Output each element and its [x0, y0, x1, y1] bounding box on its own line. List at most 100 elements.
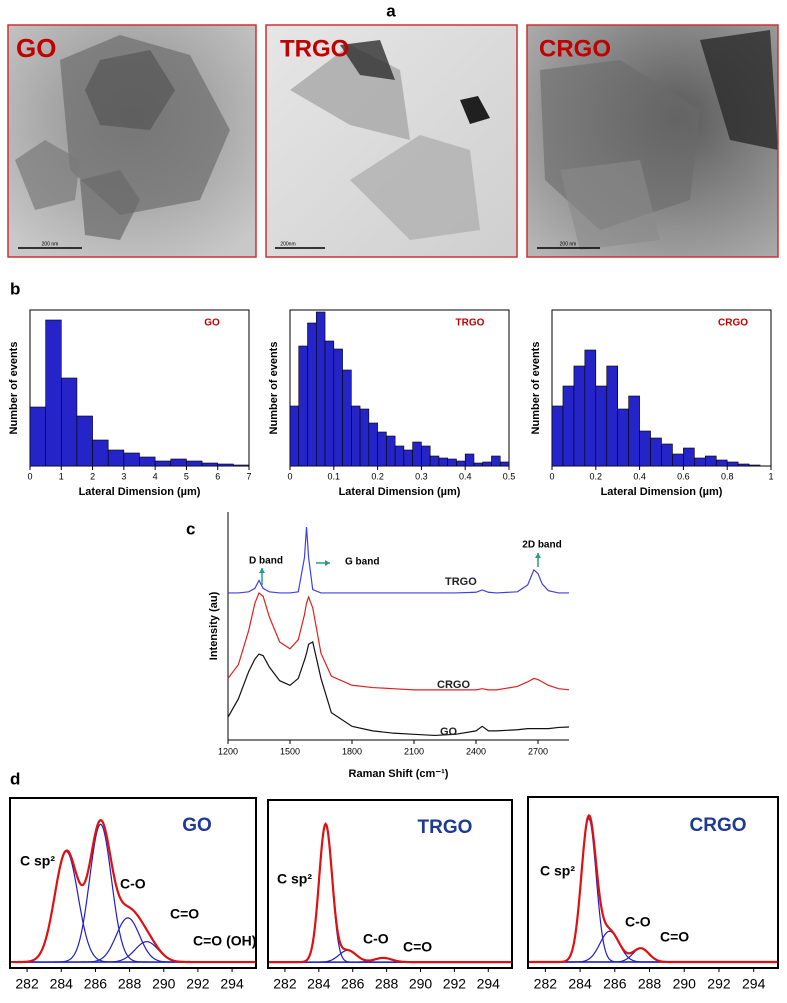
bar	[661, 443, 673, 467]
bar	[307, 322, 317, 467]
x-tick-label: 284	[50, 976, 74, 992]
arrow-head	[535, 553, 541, 558]
bar	[107, 449, 125, 467]
bar	[737, 463, 750, 467]
tem-image: GO 200 nm	[7, 24, 257, 258]
annotation: G band	[345, 557, 379, 568]
peak-label: C-O	[625, 914, 651, 930]
component-peak	[268, 823, 512, 963]
spectrum-line	[227, 641, 570, 737]
x-tick-label: 282	[273, 976, 297, 992]
peak-label: C-O	[120, 876, 146, 892]
scale-bar: 200 nm	[560, 241, 577, 247]
annotation: D band	[249, 556, 283, 567]
panel-label: d	[10, 769, 20, 788]
x-tick-label: 294	[477, 976, 501, 992]
scale-bar: 200nm	[280, 241, 295, 247]
peak-label: C=O (OH)	[193, 933, 256, 949]
spectrum-line	[227, 591, 570, 691]
bar	[289, 405, 300, 467]
bar	[333, 348, 343, 467]
y-axis-label: Number of events	[268, 342, 280, 435]
y-axis-label: Number of events	[8, 342, 20, 435]
bar	[45, 319, 62, 467]
arrow-head	[325, 560, 330, 566]
bar	[573, 365, 586, 467]
x-tick-label: 1200	[218, 746, 238, 756]
x-tick-label: 0.4	[633, 471, 646, 481]
x-tick-label: 284	[568, 976, 592, 992]
x-tick-label: 7	[246, 471, 251, 481]
x-tick-label: 286	[603, 976, 627, 992]
x-tick-label: 0	[287, 471, 292, 481]
bar	[403, 449, 413, 467]
x-tick-label: 2700	[528, 746, 548, 756]
bar	[386, 435, 396, 467]
x-tick-label: 1500	[280, 746, 300, 756]
chart-label: GO	[204, 318, 220, 329]
x-tick-label: 290	[673, 976, 697, 992]
x-tick-label: 282	[534, 976, 558, 992]
bar	[368, 422, 378, 467]
bar	[233, 464, 250, 467]
bar	[394, 445, 405, 467]
x-tick-label: 1800	[342, 746, 362, 756]
bar	[29, 406, 46, 467]
series-label: CRGO	[437, 679, 470, 691]
bar	[584, 349, 597, 467]
bar	[359, 408, 370, 467]
bar	[351, 405, 361, 467]
y-axis-label: Intensity (au)	[208, 591, 220, 660]
panel-label: c	[186, 519, 195, 538]
plot-frame	[527, 796, 779, 969]
series-label: GO	[440, 726, 458, 738]
envelope	[10, 818, 256, 964]
image-label: TRGO	[280, 35, 349, 62]
component-peak	[528, 817, 778, 963]
x-tick-label: 0.1	[328, 471, 341, 481]
x-tick-label: 288	[638, 976, 662, 992]
bar	[473, 462, 484, 467]
bar	[748, 464, 761, 467]
bar	[315, 311, 326, 467]
x-tick-label: 294	[220, 976, 244, 992]
x-tick-label: 0.8	[721, 471, 734, 481]
y-axis-label: Number of events	[530, 342, 542, 435]
bar	[482, 461, 492, 467]
x-tick-label: 6	[215, 471, 220, 481]
data-trace	[528, 814, 778, 963]
bar	[639, 430, 651, 467]
bar	[438, 457, 448, 467]
chart-label: TRGO	[456, 318, 485, 329]
peak-label: C sp²	[540, 863, 575, 879]
bar	[672, 453, 684, 467]
bar	[60, 377, 78, 467]
x-tick-label: 0.5	[503, 471, 516, 481]
data-trace	[268, 823, 512, 963]
x-tick-label: 294	[742, 976, 766, 992]
x-tick-label: 4	[153, 471, 158, 481]
x-tick-label: 0	[549, 471, 554, 481]
x-axis-label: Lateral Dimension (µm)	[339, 486, 461, 498]
x-tick-label: 2	[90, 471, 95, 481]
bar	[562, 385, 575, 467]
bar	[170, 458, 187, 467]
peak-label: C=O	[660, 929, 689, 945]
annotation: 2D band	[522, 540, 561, 551]
plot-frame	[267, 799, 513, 969]
peak-label: C sp²	[20, 853, 55, 869]
x-tick-label: 292	[186, 976, 210, 992]
x-axis-label: Lateral Dimension (µm)	[79, 486, 201, 498]
bar	[217, 463, 234, 467]
chart-title: TRGO	[418, 817, 473, 838]
panel-label: a	[386, 1, 396, 20]
bar	[429, 455, 440, 467]
image-label: CRGO	[539, 35, 611, 62]
x-tick-label: 0.2	[371, 471, 384, 481]
x-tick-label: 288	[375, 976, 399, 992]
x-tick-label: 0.2	[590, 471, 603, 481]
x-tick-label: 0	[27, 471, 32, 481]
x-axis-label: Lateral Dimension (µm)	[601, 486, 723, 498]
x-axis-label: Raman Shift (cm⁻¹)	[349, 768, 449, 780]
